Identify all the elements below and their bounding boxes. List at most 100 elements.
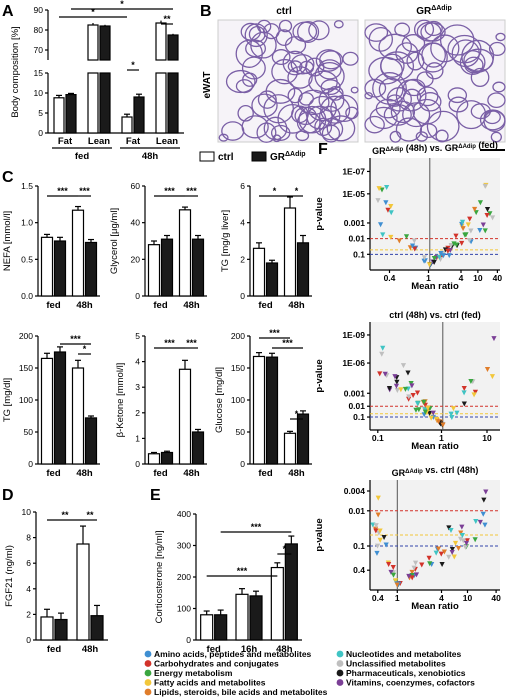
legend-dot [336, 650, 344, 658]
panel-label-e: E [150, 487, 161, 504]
data-point [446, 525, 452, 531]
y-axis-label: p-value [314, 359, 325, 392]
panel-label-c: C [2, 169, 14, 186]
data-point [433, 550, 439, 556]
data-point [459, 532, 466, 538]
adipocyte [447, 87, 468, 104]
data-point [393, 383, 400, 389]
y-axis-label: Corticosterone [ng/ml] [154, 531, 165, 624]
data-point [453, 233, 459, 239]
x-tick-label: 48h [76, 468, 93, 479]
x-tick-label: 40 [491, 593, 501, 603]
x-tick-label: 40 [493, 273, 503, 283]
legend-dot [144, 688, 152, 696]
data-point [471, 392, 477, 398]
bar [270, 566, 284, 641]
adipocyte [364, 115, 385, 134]
adipocyte [221, 121, 245, 141]
chart-serum-tg: 0 50 100 150 200 TG [mg/dl] fed 48h **** [2, 331, 100, 479]
data-point [448, 243, 454, 249]
y-tick-label: 5 [38, 108, 43, 118]
data-point [380, 345, 386, 351]
x-tick-label: 1 [426, 273, 431, 283]
adipocyte [287, 66, 313, 89]
data-point [472, 537, 478, 543]
y-tick-label: 90 [34, 5, 44, 15]
x-tick-label: 48h [183, 300, 200, 311]
data-point [451, 554, 457, 560]
sig-label: *** [251, 522, 262, 532]
data-point [388, 204, 394, 210]
sig-label: *** [79, 186, 90, 196]
y-tick-label: 0 [38, 128, 43, 138]
legend-dot [144, 660, 152, 667]
data-point [394, 379, 400, 385]
data-point [421, 258, 427, 264]
x-tick-label: Lean [88, 136, 110, 147]
y-tick-label: 4 [240, 218, 245, 228]
adipocyte [487, 92, 506, 109]
bar [160, 451, 174, 465]
data-point [477, 200, 484, 206]
data-point [438, 551, 444, 557]
y-axis-label: TG [mg/dl] [2, 378, 13, 422]
chart-liver-tg: 0 2 4 6 TG [mg/g liver] fed 48h * * [220, 181, 312, 311]
adipocyte [483, 110, 506, 132]
data-point [435, 419, 442, 425]
adipocyte [271, 58, 299, 85]
y-tick-label: 0.4 [353, 565, 365, 575]
y-tick-label: 0 [240, 291, 245, 301]
legend-label: Pharmaceuticals, xenobiotics [346, 668, 466, 678]
histology-ctrl-title: ctrl [276, 6, 292, 17]
data-point [448, 411, 454, 417]
data-point [427, 561, 433, 567]
y-tick-label: 4 [26, 584, 31, 594]
data-point [425, 405, 431, 411]
x-tick-label: fed [207, 644, 221, 655]
adipocyte [386, 87, 412, 112]
y-tick-label: 2 [240, 254, 245, 264]
x-tick-label: 10 [473, 273, 483, 283]
adipocyte [395, 117, 423, 142]
data-point [430, 410, 436, 416]
data-point [462, 232, 468, 238]
bar [283, 207, 297, 297]
bar [265, 262, 279, 297]
data-point [491, 336, 497, 342]
adipocyte [257, 90, 277, 109]
data-point [459, 219, 466, 225]
sig-label: *** [282, 338, 293, 348]
sig-label: ** [163, 14, 171, 24]
adipocyte [421, 42, 446, 68]
sig-label: * [295, 409, 299, 419]
data-point [383, 542, 389, 548]
sig-label: ** [61, 510, 69, 520]
legend-label: Energy metabolism [154, 668, 233, 678]
panel-label-f: F [318, 141, 328, 158]
y-tick-label: 10 [22, 507, 32, 517]
sig-label: *** [57, 186, 68, 196]
chart-body-composition: 0 5 10 15 70 80 90 Body composition [%] Fat Lean F… [10, 0, 184, 162]
data-point [413, 572, 420, 578]
bar [191, 238, 205, 297]
legend-label: Unclassified metabolites [346, 659, 446, 669]
volcano-title: GRΔAdip vs. ctrl (48h) [392, 465, 479, 478]
adipocyte [395, 79, 427, 112]
data-point [454, 410, 460, 416]
y-tick-label: 0 [135, 459, 140, 469]
adipocyte [490, 131, 502, 143]
x-tick-label: 48h [82, 644, 99, 655]
data-point [392, 374, 398, 380]
data-point [482, 228, 488, 234]
legend-gr-label: GRΔAdip [270, 151, 306, 163]
data-point [426, 262, 433, 268]
y-tick-label: 100 [19, 395, 33, 405]
adipocyte [375, 98, 401, 119]
data-point [428, 415, 434, 421]
data-point [398, 387, 404, 393]
adipocyte [218, 133, 229, 142]
y-tick-label: 300 [177, 541, 191, 551]
histology-ctrl-cells [218, 19, 359, 143]
bar [252, 355, 266, 465]
y-tick-label: 1.5 [21, 181, 33, 191]
